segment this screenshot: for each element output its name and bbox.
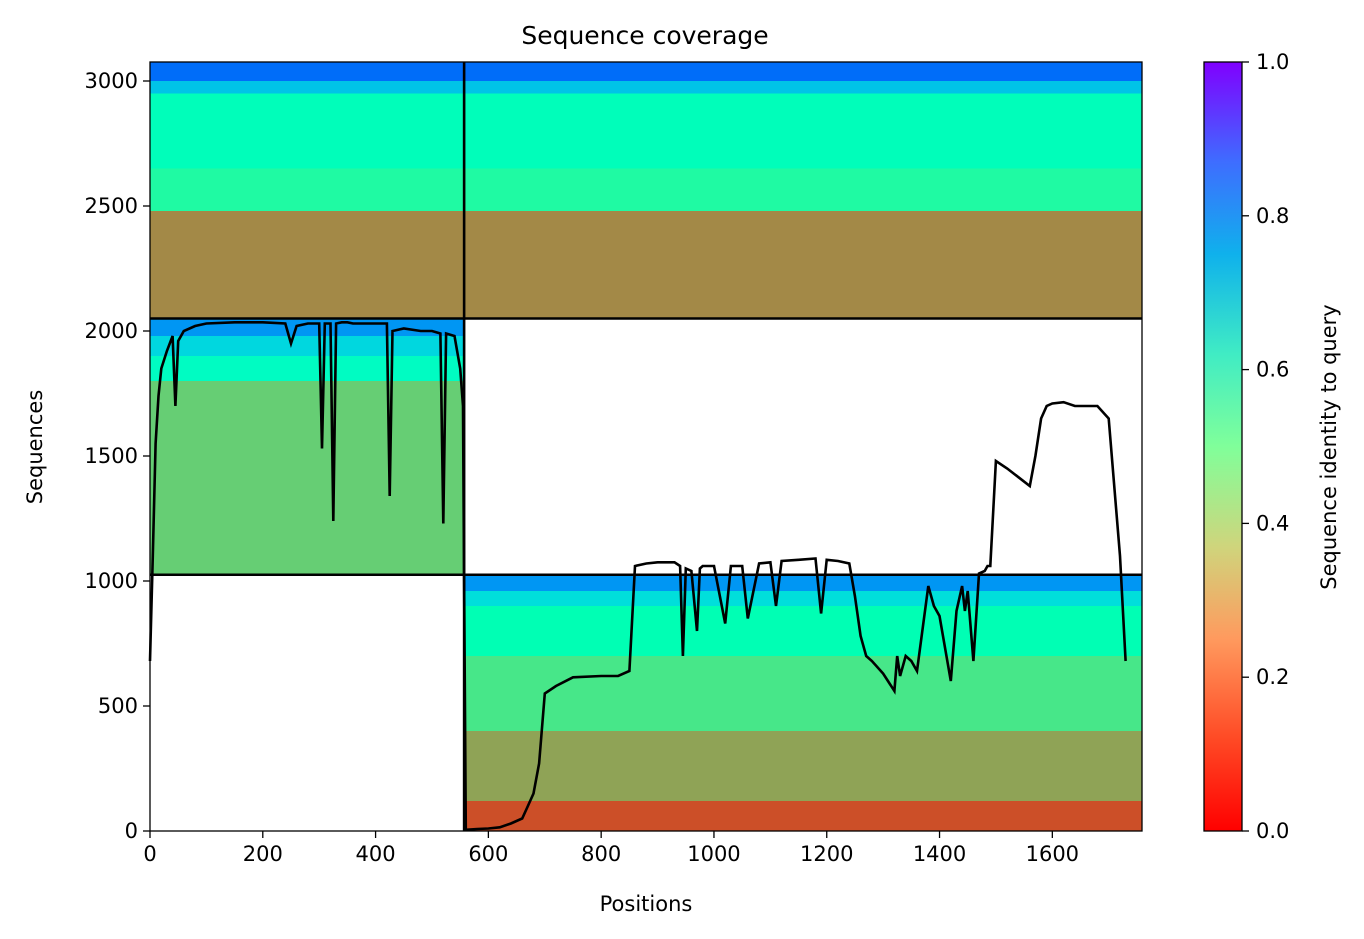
y-tick-label: 3000 [85,69,138,93]
chain-A-paired-band [150,211,465,319]
y-tick-label: 1000 [85,569,138,593]
chain-A-unpaired-band [150,336,465,356]
colorbar-tick-label: 0.0 [1256,819,1289,843]
colorbar [1203,61,1243,832]
x-tick-label: 1600 [1026,842,1079,866]
chain-B-paired-band [464,62,1142,81]
colorbar-ticks: 0.0 0.2 0.4 0.6 0.8 1.0 [1242,50,1289,843]
x-tick-label: 1200 [800,842,853,866]
x-tick-label: 600 [468,842,508,866]
chain-B-unpaired-band [464,731,1142,801]
x-tick-label: 0 [143,842,156,866]
x-axis-label: Positions [600,892,693,916]
colorbar-label: Sequence identity to query [1317,304,1341,589]
chain-A-paired-band [150,93,465,169]
chain-B-paired-band [464,211,1142,319]
y-tick-label: 0 [125,819,138,843]
colorbar-tick-label: 1.0 [1256,50,1289,74]
x-axis-ticks: 0 200 400 600 800 1000 1200 1400 1600 [143,831,1079,866]
y-tick-label: 2000 [85,319,138,343]
chain-A-paired-band [150,81,465,94]
plot-frame [149,61,1143,832]
chain-B-paired-band [464,93,1142,169]
x-tick-label: 400 [356,842,396,866]
colorbar-tick-label: 0.6 [1256,358,1289,382]
y-axis-ticks: 0 500 1000 1500 2000 2500 3000 [85,69,150,843]
chain-A-unpaired-band [150,356,465,381]
chain-B-paired-band [464,81,1142,94]
chain-A-unpaired-band [150,318,465,336]
chain-B-unpaired-band [464,656,1142,731]
x-tick-label: 800 [581,842,621,866]
y-tick-label: 1500 [85,444,138,468]
colorbar-tick-label: 0.2 [1256,665,1289,689]
y-axis-label: Sequences [23,390,47,505]
coverage-line [148,321,1127,832]
chain-B-unpaired-band [464,606,1142,656]
colorbar-tick-label: 0.4 [1256,511,1289,535]
y-tick-label: 2500 [85,194,138,218]
x-tick-label: 1000 [687,842,740,866]
x-tick-label: 200 [243,842,283,866]
chain-B-unpaired-band [464,591,1142,606]
x-tick-label: 1400 [913,842,966,866]
colorbar-tick-label: 0.8 [1256,204,1289,228]
chain-A-unpaired-band [150,381,465,575]
chain-B-unpaired-band [464,801,1142,831]
chart-title: Sequence coverage [521,21,768,50]
chain-B-unpaired-band [464,574,1142,591]
chain-A-paired-band [150,62,465,81]
y-tick-label: 500 [98,694,138,718]
chain-A-paired-band [150,168,465,211]
chain-B-paired-band [464,168,1142,211]
coverage-heatmap [150,62,1142,831]
